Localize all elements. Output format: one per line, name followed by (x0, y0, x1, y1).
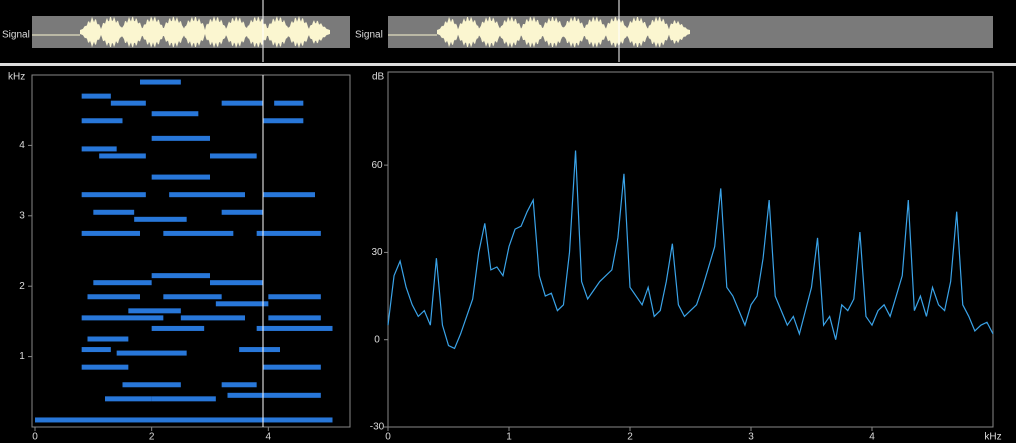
spectrogram-streak (268, 294, 321, 300)
spectrogram-streak (163, 230, 234, 236)
spectrogram-streak (105, 396, 152, 402)
y-tick-label: 0 (374, 334, 380, 345)
spectrogram-streak (81, 192, 146, 198)
spectrogram-frame (31, 74, 351, 428)
spectrogram-streak (151, 111, 199, 117)
spectrogram-streak (87, 336, 129, 342)
spectrum-line (387, 150, 994, 350)
spectrogram-streak (151, 174, 210, 180)
spectrogram-streak (151, 396, 216, 402)
spectrogram-streak (180, 315, 245, 321)
spectrogram-streak (239, 347, 280, 353)
spectrogram-streak (87, 294, 140, 300)
x-tick-label: 0 (385, 432, 391, 443)
waveform-shape (437, 16, 690, 48)
spectrogram-streak (169, 192, 245, 198)
spectrogram-streak (93, 209, 135, 215)
spectrogram-streak (215, 301, 269, 307)
y-axis-label: dB (372, 72, 385, 83)
y-axis-label: kHz (8, 72, 25, 83)
spectrogram-streak (81, 230, 140, 236)
spectrogram-streak (268, 315, 321, 321)
spectrum-frame (387, 71, 994, 428)
spectrogram-streak (151, 135, 210, 141)
spectrogram-streak (110, 100, 146, 106)
spectrogram-streak (122, 382, 181, 388)
y-tick-label: 4 (19, 140, 25, 151)
spectrogram-streak (81, 364, 129, 370)
spectrogram-streak (81, 315, 164, 321)
spectrogram-streak (210, 153, 257, 159)
y-tick-label: -30 (370, 422, 385, 433)
spectrogram-streak (35, 417, 333, 423)
x-tick-label: 1 (506, 432, 512, 443)
spectrogram-streak (93, 280, 152, 286)
x-tick-label: 4 (869, 432, 875, 443)
x-tick-label: 2 (149, 432, 155, 443)
waveform-zoom-label: Signal (355, 30, 383, 41)
spectrogram-streak (210, 280, 263, 286)
spectrogram-streak (128, 308, 181, 314)
x-tick-label: 4 (266, 432, 272, 443)
y-tick-label: 1 (19, 351, 25, 362)
divider (0, 63, 1016, 66)
spectrogram-streak (221, 209, 263, 215)
spectrogram-streak (81, 93, 111, 99)
waveform-shape (80, 16, 330, 48)
spectrogram-streak (140, 79, 181, 85)
x-tick-label: 0 (32, 432, 38, 443)
y-tick-label: 2 (19, 281, 25, 292)
spectrogram-streak (221, 382, 257, 388)
spectrogram-streak (262, 364, 321, 370)
spectrogram-streak (99, 153, 146, 159)
spectrogram-streak (151, 325, 205, 331)
x-tick-label: 3 (748, 432, 754, 443)
spectrogram-streak (256, 230, 321, 236)
spectrogram-streak (81, 146, 117, 152)
x-tick-label: 2 (627, 432, 633, 443)
spectrogram-streak (151, 273, 210, 279)
y-tick-label: 3 (19, 210, 25, 221)
x-axis-label: kHz (984, 432, 1001, 443)
spectrogram-streak (81, 118, 123, 124)
y-tick-label: 30 (371, 247, 383, 258)
spectrogram-streak (262, 118, 304, 124)
spectrogram-streak (221, 100, 263, 106)
waveform-zoom (388, 16, 690, 48)
spectrogram-streak (256, 325, 333, 331)
waveform-label: Signal (2, 30, 30, 41)
y-tick-label: 60 (371, 160, 383, 171)
spectrogram-streak (134, 216, 187, 222)
spectrogram (35, 79, 333, 423)
spectrogram-streak (116, 350, 187, 356)
spectrogram-streak (262, 192, 315, 198)
waveform (32, 16, 330, 48)
spectrogram-streak (163, 294, 222, 300)
spectrogram-streak (227, 392, 321, 398)
spectrogram-streak (81, 347, 111, 353)
spectrogram-streak (274, 100, 304, 106)
